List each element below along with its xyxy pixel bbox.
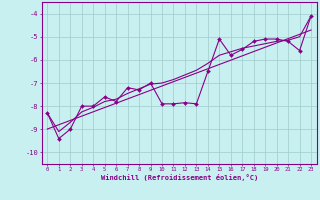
X-axis label: Windchill (Refroidissement éolien,°C): Windchill (Refroidissement éolien,°C) xyxy=(100,174,258,181)
